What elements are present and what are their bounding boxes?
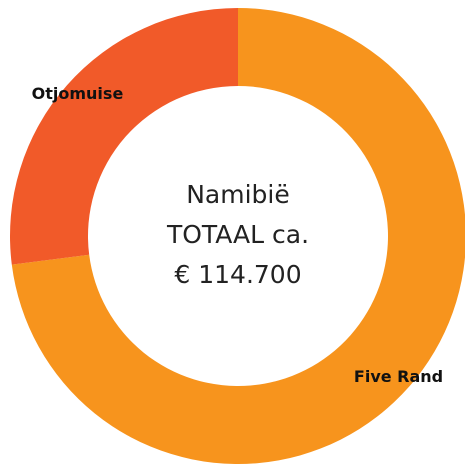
donut-segment <box>11 8 465 464</box>
center-text: TOTAAL ca. <box>166 220 309 249</box>
segment-label: Five Rand <box>354 367 443 386</box>
center-text: € 114.700 <box>174 260 301 289</box>
center-text: Namibië <box>186 180 290 209</box>
segment-label: Otjomuise <box>32 84 124 103</box>
donut-segment <box>9 8 238 265</box>
